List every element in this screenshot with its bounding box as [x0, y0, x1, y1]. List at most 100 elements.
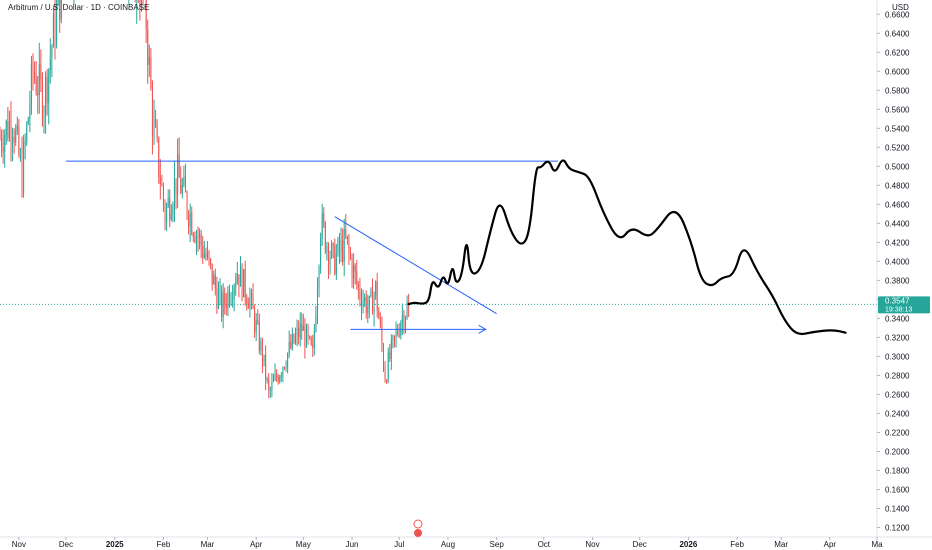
y-tick-label: 0.2400 [885, 409, 910, 418]
candle-body [227, 290, 229, 308]
x-tick-label: Nov [585, 540, 599, 549]
candle-body [258, 322, 260, 351]
candle-body [265, 354, 267, 380]
candle-body [364, 296, 366, 302]
projection-path[interactable] [407, 159, 847, 336]
candle-body [291, 334, 293, 348]
candle-body [277, 377, 279, 383]
candle-body [353, 265, 355, 279]
candle-body [401, 315, 403, 323]
candle-body [359, 287, 361, 300]
candle-body [373, 295, 375, 315]
x-tick-label: Feb [730, 540, 744, 549]
candle-body [29, 105, 31, 119]
candle-body [45, 77, 47, 114]
candle-body [310, 337, 312, 345]
currency-label: USD [892, 3, 909, 12]
event-icon[interactable] [413, 519, 423, 529]
candle-body [327, 246, 329, 265]
candle-body [288, 341, 290, 354]
candle-body [24, 141, 26, 145]
x-tick-label: Feb [157, 540, 171, 549]
candle-body [354, 265, 356, 272]
candle-body [345, 229, 347, 237]
descending-trendline[interactable] [334, 216, 497, 315]
candle-body [266, 378, 268, 380]
candle-body [274, 373, 276, 380]
candle-body [387, 352, 389, 382]
candle-body [15, 130, 17, 143]
candle-body [217, 292, 219, 309]
candle-body [41, 79, 43, 120]
candle-body [384, 367, 386, 382]
candle-body [13, 136, 15, 143]
candle-body [221, 289, 223, 318]
candle-body [153, 119, 155, 136]
candle-body [301, 323, 303, 331]
candle-body [225, 303, 227, 308]
candle-body [378, 310, 380, 319]
candle-body [140, 0, 142, 5]
candle-body [299, 323, 301, 338]
candle-body [334, 245, 336, 274]
candle-body [244, 269, 246, 298]
flag-icon[interactable] [414, 529, 422, 537]
candle-body [0, 137, 1, 139]
candle-body [32, 63, 34, 72]
candle-body [54, 12, 56, 43]
candle-body [195, 235, 197, 243]
candle-body [206, 251, 208, 258]
candle-body [139, 0, 141, 5]
candle-body [318, 267, 320, 289]
y-tick-label: 0.4000 [885, 257, 910, 266]
candle-body [249, 297, 251, 309]
candle-body [56, 5, 58, 43]
candle-body [203, 254, 205, 258]
candle-body [260, 341, 262, 351]
candle-body [205, 254, 207, 258]
candle-body [282, 367, 284, 376]
candle-body [360, 299, 362, 308]
candle-body [151, 88, 153, 136]
candle-body [175, 178, 177, 195]
x-tick-label: May [296, 540, 311, 549]
candle-body [290, 341, 292, 348]
y-tick-label: 0.3200 [885, 333, 910, 342]
candle-body [51, 47, 53, 59]
y-tick-label: 0.1200 [885, 523, 910, 532]
candle-body [43, 113, 45, 120]
candle-body [252, 292, 254, 309]
candle-body [38, 64, 40, 96]
x-tick-label: Ma [871, 540, 883, 549]
x-tick-label: Dec [59, 540, 73, 549]
candle-body [335, 253, 337, 274]
candle-body [57, 0, 59, 6]
candlesticks [0, 0, 410, 399]
candle-body [313, 330, 315, 348]
candle-body [321, 213, 323, 238]
candle-body [147, 29, 149, 65]
candle-body [285, 366, 287, 369]
candle-body [211, 263, 213, 285]
candle-body [213, 275, 215, 285]
candle-body [16, 125, 18, 131]
candle-body [202, 245, 204, 258]
x-tick-label: Jul [394, 540, 404, 549]
candle-body [4, 134, 6, 153]
candle-body [356, 271, 358, 284]
candle-body [337, 239, 339, 254]
candle-body [178, 155, 180, 178]
candle-body [18, 125, 20, 155]
candle-body [296, 328, 298, 336]
x-tick-label: Mar [201, 540, 215, 549]
candle-body [192, 234, 194, 237]
candle-body [184, 176, 186, 193]
drawings[interactable] [0, 159, 877, 336]
candle-body [228, 290, 230, 303]
x-tick-label: Aug [441, 540, 455, 549]
y-tick-label: 0.5000 [885, 162, 910, 171]
candle-body [21, 154, 23, 194]
candle-body [404, 317, 406, 328]
candle-body [186, 192, 188, 215]
